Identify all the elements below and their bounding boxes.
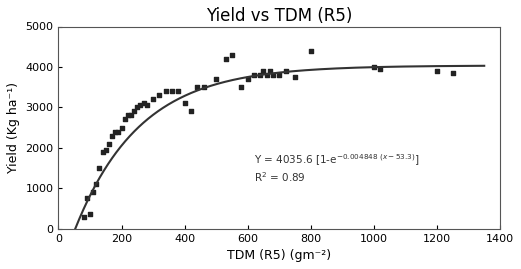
Point: [256, 73, 265, 77]
Point: [243, 77, 252, 81]
Point: [92, 182, 101, 186]
Point: [86, 212, 94, 217]
Point: [180, 101, 189, 105]
Point: [89, 190, 97, 194]
Point: [237, 85, 245, 89]
Point: [228, 53, 236, 57]
Point: [174, 89, 182, 93]
Point: [111, 129, 119, 134]
Point: [143, 103, 151, 108]
Point: [168, 89, 176, 93]
Point: [212, 77, 220, 81]
Point: [291, 75, 299, 79]
Title: Yield vs TDM (R5): Yield vs TDM (R5): [206, 7, 352, 25]
Point: [221, 57, 230, 61]
Point: [200, 85, 208, 89]
Point: [127, 113, 135, 118]
Point: [80, 214, 88, 219]
Point: [130, 109, 139, 114]
Point: [140, 101, 148, 105]
Y-axis label: Yield (Kg ha⁻¹): Yield (Kg ha⁻¹): [7, 82, 20, 173]
Point: [263, 73, 271, 77]
Text: Y = 4035.6 [1-e$^{-0.004848\ (x-53.3)}$]
R$^2$ = 0.89: Y = 4035.6 [1-e$^{-0.004848\ (x-53.3)}$]…: [254, 153, 420, 184]
X-axis label: TDM (R5) (gm⁻²): TDM (R5) (gm⁻²): [227, 249, 331, 262]
Point: [123, 113, 132, 118]
Point: [269, 73, 277, 77]
Point: [370, 65, 378, 69]
Point: [120, 117, 129, 122]
Point: [259, 69, 268, 73]
Point: [133, 105, 142, 109]
Point: [275, 73, 283, 77]
Point: [306, 49, 315, 53]
Point: [117, 125, 126, 130]
Point: [108, 133, 116, 138]
Point: [98, 150, 107, 154]
Point: [449, 71, 457, 75]
Point: [250, 73, 258, 77]
Point: [376, 67, 384, 71]
Point: [114, 129, 122, 134]
Point: [193, 85, 202, 89]
Point: [187, 109, 195, 114]
Point: [105, 141, 113, 146]
Point: [95, 166, 104, 170]
Point: [281, 69, 290, 73]
Point: [433, 69, 441, 73]
Point: [137, 103, 145, 108]
Point: [83, 196, 91, 200]
Point: [266, 69, 274, 73]
Point: [162, 89, 170, 93]
Point: [102, 148, 110, 152]
Point: [149, 97, 157, 101]
Point: [155, 93, 164, 97]
